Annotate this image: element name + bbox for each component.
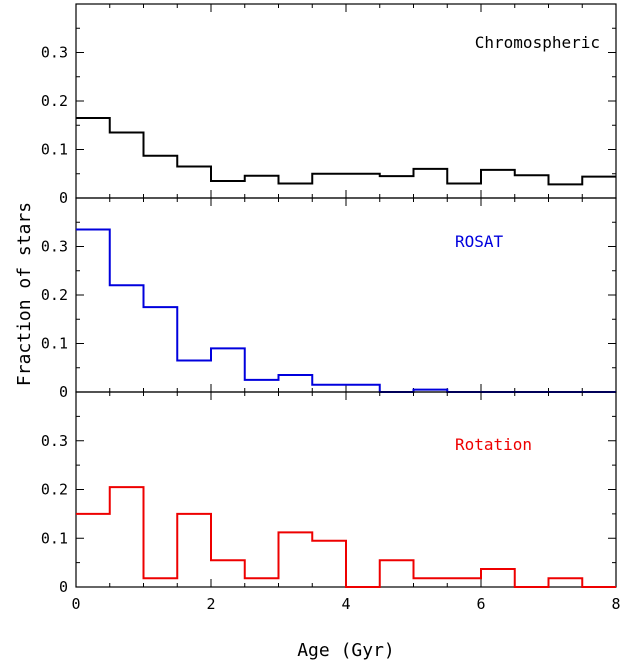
x-tick-label: 6	[476, 595, 485, 613]
panel-3: 0 0.1 0.2 0.3 Rotation	[41, 391, 617, 596]
x-tick-label: 0	[71, 595, 80, 613]
series-line	[76, 486, 616, 588]
x-tick-label: 2	[206, 595, 215, 613]
x-tick-label: 8	[611, 595, 620, 613]
y-tick-label: 0.3	[41, 432, 68, 450]
series-label: ROSAT	[455, 232, 504, 251]
y-tick-label: 0.1	[41, 335, 68, 353]
x-tick-label: 4	[341, 595, 350, 613]
x-axis-title: Age (Gyr)	[297, 640, 395, 661]
series-label: Rotation	[455, 435, 532, 454]
series-line	[76, 116, 616, 186]
y-axis-title: Fraction of stars	[14, 202, 35, 386]
y-tick-label: 0	[59, 383, 68, 401]
y-tick-label: 0.3	[41, 44, 68, 62]
y-tick-label: 0.1	[41, 529, 68, 547]
y-tick-label: 0	[59, 189, 68, 207]
panel-2: 0 0.1 0.2 0.3 ROSAT	[41, 197, 617, 401]
y-tick-label: 0.2	[41, 481, 68, 499]
y-tick-label: 0.1	[41, 141, 68, 159]
panel-frame	[75, 197, 617, 393]
y-tick-label: 0.2	[41, 92, 68, 110]
y-tick-label: 0.2	[41, 286, 68, 304]
series-line	[76, 228, 616, 393]
series-label: Chromospheric	[475, 33, 600, 52]
y-tick-label: 0.3	[41, 238, 68, 256]
y-tick-label: 0	[59, 578, 68, 596]
panel-1: 0 0.1 0.2 0.3 Chromospheric	[41, 3, 617, 207]
